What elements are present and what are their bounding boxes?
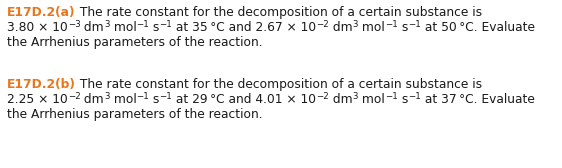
Text: mol: mol: [110, 21, 137, 34]
Text: dm: dm: [329, 93, 352, 106]
Text: −1: −1: [137, 92, 149, 101]
Text: −1: −1: [160, 92, 172, 101]
Text: The rate constant for the decomposition of a certain substance is: The rate constant for the decomposition …: [76, 78, 482, 91]
Text: 3: 3: [352, 92, 358, 101]
Text: s: s: [398, 21, 408, 34]
Text: −2: −2: [316, 92, 329, 101]
Text: 3: 3: [353, 20, 358, 29]
Text: the Arrhenius parameters of the reaction.: the Arrhenius parameters of the reaction…: [7, 36, 262, 49]
Text: at 35 °C and 2.67 × 10: at 35 °C and 2.67 × 10: [172, 21, 316, 34]
Text: −3: −3: [68, 20, 80, 29]
Text: 3: 3: [104, 92, 110, 101]
Text: at 50 °C. Evaluate: at 50 °C. Evaluate: [421, 21, 535, 34]
Text: s: s: [398, 93, 408, 106]
Text: 3: 3: [104, 20, 110, 29]
Text: The rate constant for the decomposition of a certain substance is: The rate constant for the decomposition …: [75, 6, 482, 19]
Text: −1: −1: [385, 20, 398, 29]
Text: dm: dm: [329, 21, 353, 34]
Text: dm: dm: [80, 21, 104, 34]
Text: mol: mol: [358, 21, 385, 34]
Text: E17D.2(b): E17D.2(b): [7, 78, 76, 91]
Text: −1: −1: [385, 92, 398, 101]
Text: dm: dm: [80, 93, 104, 106]
Text: at 37 °C. Evaluate: at 37 °C. Evaluate: [421, 93, 534, 106]
Text: −2: −2: [68, 92, 80, 101]
Text: s: s: [149, 93, 160, 106]
Text: −1: −1: [408, 20, 421, 29]
Text: −1: −1: [408, 92, 421, 101]
Text: 2.25 × 10: 2.25 × 10: [7, 93, 68, 106]
Text: −1: −1: [137, 20, 149, 29]
Text: mol: mol: [358, 93, 385, 106]
Text: the Arrhenius parameters of the reaction.: the Arrhenius parameters of the reaction…: [7, 108, 262, 121]
Text: s: s: [149, 21, 160, 34]
Text: mol: mol: [110, 93, 137, 106]
Text: E17D.2(a): E17D.2(a): [7, 6, 75, 19]
Text: −2: −2: [316, 20, 329, 29]
Text: −1: −1: [160, 20, 172, 29]
Text: at 29 °C and 4.01 × 10: at 29 °C and 4.01 × 10: [172, 93, 316, 106]
Text: 3.80 × 10: 3.80 × 10: [7, 21, 68, 34]
